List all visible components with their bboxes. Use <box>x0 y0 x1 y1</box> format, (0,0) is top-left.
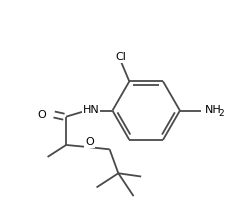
Text: HN: HN <box>82 105 99 115</box>
Text: O: O <box>37 110 46 120</box>
Text: O: O <box>85 137 94 147</box>
Text: Cl: Cl <box>115 52 126 62</box>
Text: NH: NH <box>204 105 221 115</box>
Text: 2: 2 <box>217 109 223 118</box>
